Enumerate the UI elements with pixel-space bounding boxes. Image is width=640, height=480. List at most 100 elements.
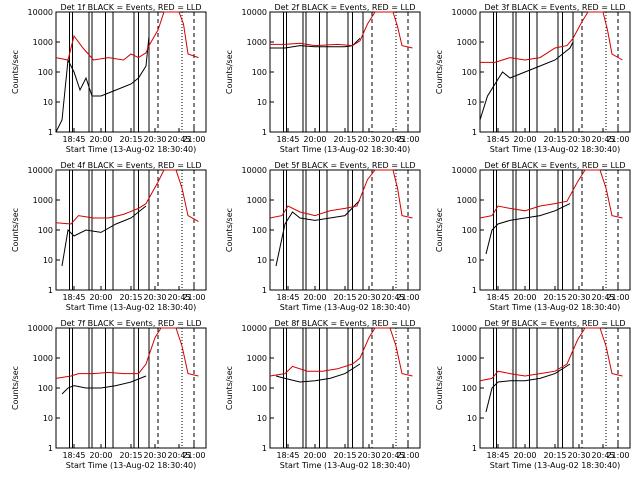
chart-panel-6: Det 6f BLACK = Events, RED = LLD 1 10 100 10… [435,161,631,312]
x-axis-label: Start Time (13-Aug-02 18:30:40) [280,303,411,312]
chart-title: Det 6f BLACK = Events, RED = LLD [484,161,625,170]
x-axis-label: Start Time (13-Aug-02 18:30:40) [66,145,197,154]
y-tick-label: 100 [38,226,53,235]
y-tick-label: 100 [462,68,477,77]
series-line [269,169,413,219]
y-tick-label: 10 [467,256,477,265]
y-tick-label: 10000 [452,8,477,17]
x-tick-label: 20:30 [143,135,166,144]
chart-title: Det 2f BLACK = Events, RED = LLD [274,3,415,12]
series-line [61,375,147,395]
y-tick-label: 10 [467,98,477,107]
x-tick-label: 21:00 [606,293,629,302]
y-tick-label: 100 [252,68,267,77]
series-line [275,363,361,383]
y-tick-label: 10 [467,414,477,423]
y-tick-label: 10000 [242,166,267,175]
chart-title: Det 9f BLACK = Events, RED = LLD [484,319,625,328]
x-axis-label: Start Time (13-Aug-02 18:30:40) [280,461,411,470]
x-axis-label: Start Time (13-Aug-02 18:30:40) [280,145,411,154]
x-axis-label: Start Time (13-Aug-02 18:30:40) [490,461,621,470]
series-line [275,199,361,267]
x-tick-label: 21:00 [396,451,419,460]
y-tick-label: 1 [262,286,267,295]
x-tick-label: 20:30 [567,135,590,144]
x-tick-label: 20:30 [567,451,590,460]
y-tick-label: 1000 [457,38,477,47]
y-tick-label: 1 [262,128,267,137]
y-tick-label: 1000 [33,38,53,47]
x-tick-label: 18:45 [276,293,299,302]
series-line [485,203,571,255]
x-tick-label: 20:45 [591,293,614,302]
series-line [479,169,623,219]
y-tick-label: 10000 [28,8,53,17]
chart-title: Det 1f BLACK = Events, RED = LLD [60,3,201,12]
series-line [479,41,574,121]
chart-panel-9: Det 9f BLACK = Events, RED = LLD 1 10 100 10… [435,319,631,470]
y-tick-label: 100 [38,68,53,77]
x-tick-label: 21:00 [396,293,419,302]
series-line [480,11,623,63]
series-line [479,327,623,382]
y-axis-label: Counts/sec [11,208,20,252]
plot-frame [55,327,207,449]
y-tick-label: 10 [257,256,267,265]
plot-frame [479,169,631,291]
y-tick-label: 10 [43,98,53,107]
x-tick-label: 20:15 [119,135,142,144]
y-tick-label: 10 [257,414,267,423]
y-axis-label: Counts/sec [225,208,234,252]
x-tick-label: 20:30 [143,451,166,460]
y-tick-label: 100 [252,226,267,235]
chart-panel-4: Det 4f BLACK = Events, RED = LLD 1 10 100 10… [11,161,207,312]
y-tick-label: 1 [262,444,267,453]
x-tick-label: 20:00 [513,293,536,302]
y-axis-label: Counts/sec [435,366,444,410]
plot-frame [269,327,421,449]
series-line [270,11,413,49]
chart-panel-5: Det 5f BLACK = Events, RED = LLD 1 10 100 10… [225,161,421,312]
x-tick-label: 20:15 [333,135,356,144]
x-tick-label: 20:15 [333,293,356,302]
x-tick-label: 20:15 [543,451,566,460]
x-tick-label: 20:30 [357,293,380,302]
y-tick-label: 1000 [33,354,53,363]
y-tick-label: 10000 [242,324,267,333]
chart-panel-1: Det 1f BLACK = Events, RED = LLD 1 10 100 10… [11,3,207,154]
y-tick-label: 1 [472,286,477,295]
x-tick-label: 20:45 [591,451,614,460]
y-tick-label: 1 [472,128,477,137]
x-tick-label: 20:00 [89,293,112,302]
y-tick-label: 1000 [247,196,267,205]
x-axis-label: Start Time (13-Aug-02 18:30:40) [490,145,621,154]
x-tick-label: 21:00 [182,293,205,302]
y-tick-label: 1000 [457,196,477,205]
x-tick-label: 21:00 [606,451,629,460]
x-axis-label: Start Time (13-Aug-02 18:30:40) [490,303,621,312]
x-tick-label: 20:30 [357,451,380,460]
y-tick-label: 100 [252,384,267,393]
y-tick-label: 1000 [33,196,53,205]
y-tick-label: 1000 [457,354,477,363]
y-tick-label: 1000 [247,354,267,363]
x-tick-label: 20:45 [167,451,190,460]
x-tick-label: 20:00 [303,293,326,302]
y-tick-label: 100 [38,384,53,393]
y-tick-label: 10000 [452,324,477,333]
x-tick-label: 18:45 [486,451,509,460]
plot-frame [269,11,421,133]
x-tick-label: 18:45 [276,135,299,144]
chart-panel-7: Det 7f BLACK = Events, RED = LLD 1 10 100 10… [11,319,207,470]
x-tick-label: 20:45 [381,451,404,460]
x-tick-label: 20:00 [303,135,326,144]
x-tick-label: 20:15 [543,135,566,144]
y-tick-label: 1 [48,286,53,295]
x-tick-label: 20:15 [543,293,566,302]
x-tick-label: 20:45 [167,293,190,302]
x-axis-label: Start Time (13-Aug-02 18:30:40) [66,303,197,312]
x-tick-label: 20:15 [333,451,356,460]
x-tick-label: 21:00 [396,135,419,144]
y-tick-label: 100 [462,384,477,393]
x-tick-label: 18:45 [62,293,85,302]
